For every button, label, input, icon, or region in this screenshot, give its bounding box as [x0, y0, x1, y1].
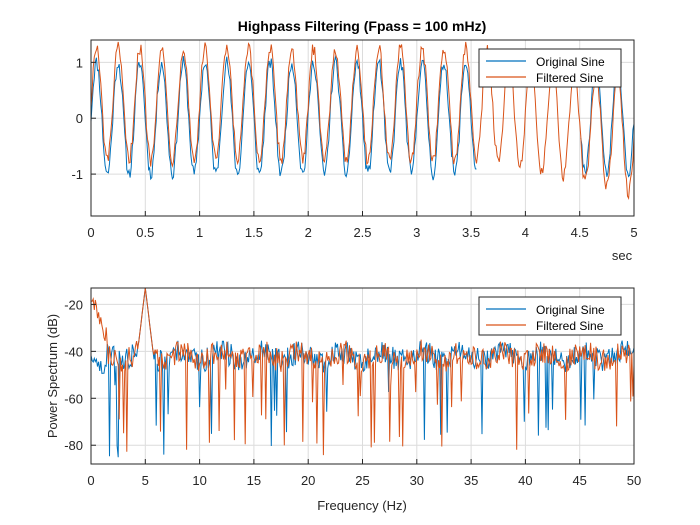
plot1-ticks: 0 0.5 1 1.5 2 2.5 3 3.5 4 4.5 5 -1 0 1	[71, 55, 637, 240]
plot2-y-tick-label: -20	[64, 297, 83, 312]
plot2-series-filtered	[90, 287, 635, 456]
plot2-legend-label-original: Original Sine	[536, 303, 605, 317]
plot1-x-tick-label: 4.5	[571, 225, 589, 240]
plot2-x-tick-label: 45	[572, 473, 586, 488]
plot1-x-tick-label: 3.5	[462, 225, 480, 240]
plot2-x-tick-label: 10	[192, 473, 206, 488]
plot1-x-tick-label: 0	[87, 225, 94, 240]
plot2-x-tick-label: 20	[301, 473, 315, 488]
plot1-series-group	[90, 41, 635, 200]
power-spectrum-plot: 0 5 10 15 20 25 30 35 40 45 50 -80 -60 -40 -20 Frequen…	[45, 287, 641, 513]
plot1-x-tick-label: 5	[630, 225, 637, 240]
plot2-x-tick-label: 40	[518, 473, 532, 488]
plot1-x-tick-label: 2.5	[353, 225, 371, 240]
plot1-series-filtered	[90, 41, 635, 200]
plot2-series-group	[90, 287, 635, 458]
plot1-x-tick-label: 3	[413, 225, 420, 240]
plot2-y-label: Power Spectrum (dB)	[45, 314, 60, 438]
plot1-legend-box	[478, 48, 622, 88]
plot2-legend-box	[478, 296, 622, 336]
plot1-legend: Original Sine Filtered Sine	[478, 48, 622, 88]
plot1-x-tick-label: 1	[196, 225, 203, 240]
plot1-y-tick-label: 0	[76, 111, 83, 126]
plot2-legend: Original Sine Filtered Sine	[478, 296, 622, 336]
plot2-legend-label-filtered: Filtered Sine	[536, 319, 604, 333]
plot1-title: Highpass Filtering (Fpass = 100 mHz)	[238, 18, 487, 34]
plot1-legend-label-filtered: Filtered Sine	[536, 71, 604, 85]
plot1-y-tick-label: 1	[76, 55, 83, 70]
plot2-x-tick-label: 5	[142, 473, 149, 488]
time-domain-plot: Highpass Filtering (Fpass = 100 mHz) 0 0.…	[71, 18, 637, 263]
plot2-x-tick-label: 0	[87, 473, 94, 488]
plot2-x-tick-label: 35	[464, 473, 478, 488]
plot2-y-tick-label: -40	[64, 344, 83, 359]
plot1-y-tick-label: -1	[71, 167, 83, 182]
plot2-y-tick-label: -80	[64, 438, 83, 453]
plot1-x-tick-label: 4	[522, 225, 529, 240]
plot1-x-tick-label: 1.5	[245, 225, 263, 240]
plot2-x-label: Frequency (Hz)	[317, 498, 407, 513]
plot1-x-tick-label: 0.5	[136, 225, 154, 240]
plot2-x-tick-label: 50	[627, 473, 641, 488]
plot1-legend-label-original: Original Sine	[536, 55, 605, 69]
plot2-x-tick-label: 15	[247, 473, 261, 488]
plot1-x-tick-label: 2	[305, 225, 312, 240]
plot2-y-tick-label: -60	[64, 391, 83, 406]
plot1-x-label: sec	[612, 248, 633, 263]
plot2-ticks: 0 5 10 15 20 25 30 35 40 45 50 -80 -60 -40 -20	[64, 297, 641, 488]
plot2-x-tick-label: 25	[355, 473, 369, 488]
plot2-x-tick-label: 30	[410, 473, 424, 488]
